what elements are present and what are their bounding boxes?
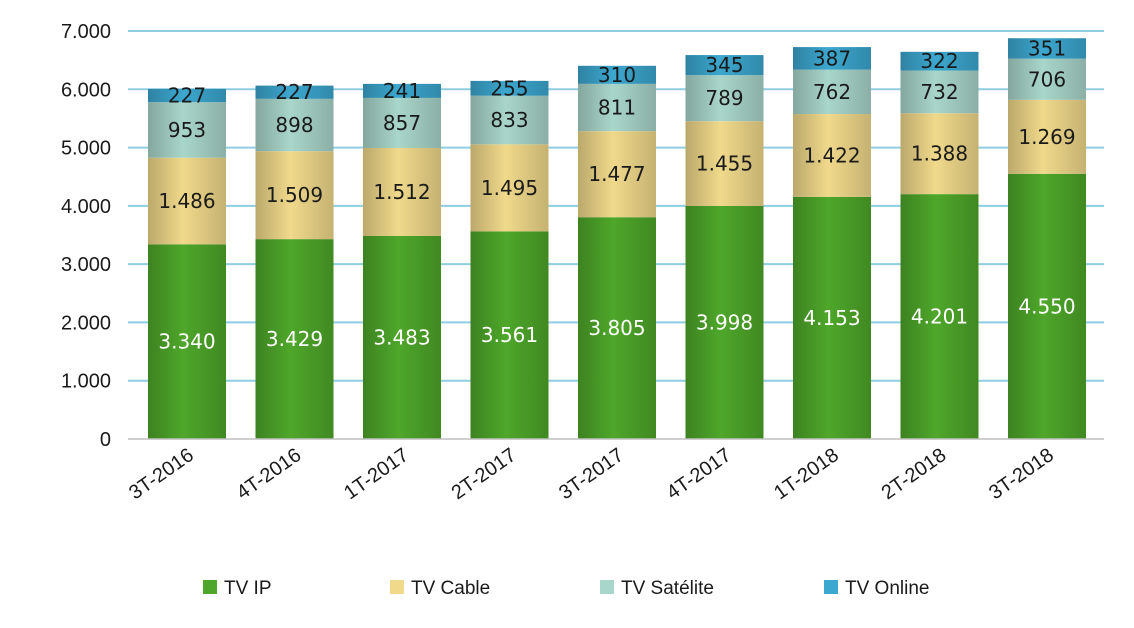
data-label: 1.455 — [696, 152, 753, 176]
bar-segment — [578, 83, 656, 132]
x-tick-label: 3T-2018 — [985, 444, 1058, 504]
data-label: 4.153 — [803, 306, 860, 330]
data-label: 857 — [383, 111, 421, 135]
data-label: 1.512 — [373, 180, 430, 204]
data-label: 387 — [813, 46, 851, 70]
data-label: 1.509 — [266, 183, 323, 207]
bar-segment — [255, 85, 334, 99]
data-label: 762 — [813, 80, 851, 104]
data-label: 1.477 — [588, 162, 645, 186]
data-label: 3.998 — [696, 310, 753, 334]
legend-swatch — [203, 580, 217, 594]
legend-swatch — [390, 580, 404, 594]
y-tick-label: 3.000 — [61, 254, 111, 276]
data-label: 351 — [1028, 36, 1066, 60]
data-label: 3.483 — [373, 325, 430, 349]
data-label: 3.561 — [481, 323, 538, 347]
data-label: 322 — [920, 49, 958, 73]
legend-swatch — [824, 580, 838, 594]
y-tick-label: 5.000 — [61, 138, 111, 160]
bar-segment — [685, 55, 764, 76]
bar-segment — [470, 144, 549, 232]
data-label: 227 — [168, 84, 206, 108]
bar-segment — [1008, 173, 1086, 440]
bar-segment — [685, 75, 764, 122]
y-tick-label: 0 — [100, 429, 111, 451]
x-tick-label: 1T-2018 — [770, 444, 843, 504]
x-tick-label: 4T-2017 — [663, 444, 736, 504]
x-tick-label: 2T-2017 — [448, 444, 521, 504]
y-tick-label: 7.000 — [61, 21, 111, 43]
bar-segment — [793, 196, 871, 439]
data-label: 310 — [598, 63, 636, 87]
bar-segment — [793, 69, 871, 115]
bar-segment — [363, 147, 441, 236]
legend-swatch — [600, 580, 614, 594]
legend-label: TV Satélite — [621, 578, 714, 599]
bar-segment — [148, 244, 226, 439]
x-tick-label: 3T-2017 — [555, 444, 628, 504]
data-label: 789 — [705, 86, 743, 110]
bar-segment — [148, 157, 226, 245]
data-label: 898 — [275, 113, 313, 137]
y-tick-label: 6.000 — [61, 79, 111, 101]
data-label: 255 — [490, 76, 528, 100]
data-label: 833 — [490, 108, 528, 132]
bar-segment — [1008, 99, 1086, 174]
bar-segment — [900, 70, 979, 114]
bar-segment — [1008, 38, 1086, 59]
data-label: 345 — [705, 53, 743, 77]
bar-segment — [255, 98, 334, 152]
bar-segment — [470, 95, 549, 145]
data-label: 227 — [275, 80, 313, 104]
data-label: 1.495 — [481, 176, 538, 200]
bar-segment — [148, 102, 226, 158]
x-tick-label: 3T-2016 — [125, 444, 198, 504]
bar-segment — [685, 205, 764, 439]
data-label: 1.486 — [158, 189, 215, 213]
bar-segment — [578, 131, 656, 218]
x-tick-label: 2T-2018 — [878, 444, 951, 504]
bar-segment — [255, 151, 334, 240]
data-label: 3.429 — [266, 327, 323, 351]
x-tick-label: 4T-2016 — [233, 444, 306, 504]
data-label: 1.269 — [1018, 125, 1075, 149]
data-label: 4.201 — [911, 305, 968, 329]
bar-segment — [148, 88, 226, 103]
data-label: 4.550 — [1018, 294, 1075, 318]
bar-segment — [900, 113, 979, 195]
bar-segment — [470, 80, 549, 96]
data-label: 1.388 — [911, 142, 968, 166]
data-label: 3.340 — [158, 330, 215, 354]
bar-segment — [363, 97, 441, 148]
bar-segment — [578, 217, 656, 439]
legend-label: TV IP — [224, 578, 272, 599]
bar-segment — [363, 235, 441, 439]
bar-segment — [793, 114, 871, 197]
bar-segment — [900, 51, 979, 71]
legend-label: TV Online — [845, 578, 929, 599]
data-label: 953 — [168, 118, 206, 142]
data-label: 3.805 — [588, 316, 645, 340]
data-label: 1.422 — [803, 143, 860, 167]
data-label: 732 — [920, 80, 958, 104]
y-tick-label: 2.000 — [61, 312, 111, 334]
bar-segment — [470, 231, 549, 439]
bar-segment — [685, 121, 764, 206]
bar-segment — [363, 83, 441, 98]
y-tick-label: 1.000 — [61, 371, 111, 393]
legend-label: TV Cable — [411, 578, 490, 599]
data-label: 811 — [598, 96, 636, 120]
bar-segment — [1008, 58, 1086, 100]
y-tick-label: 4.000 — [61, 196, 111, 218]
bar-segment — [255, 239, 334, 439]
data-label: 706 — [1028, 67, 1066, 91]
bar-segment — [900, 194, 979, 439]
bar-segment — [578, 65, 656, 84]
x-tick-label: 1T-2017 — [340, 444, 413, 504]
bar-segment — [793, 47, 871, 70]
data-label: 241 — [383, 79, 421, 103]
